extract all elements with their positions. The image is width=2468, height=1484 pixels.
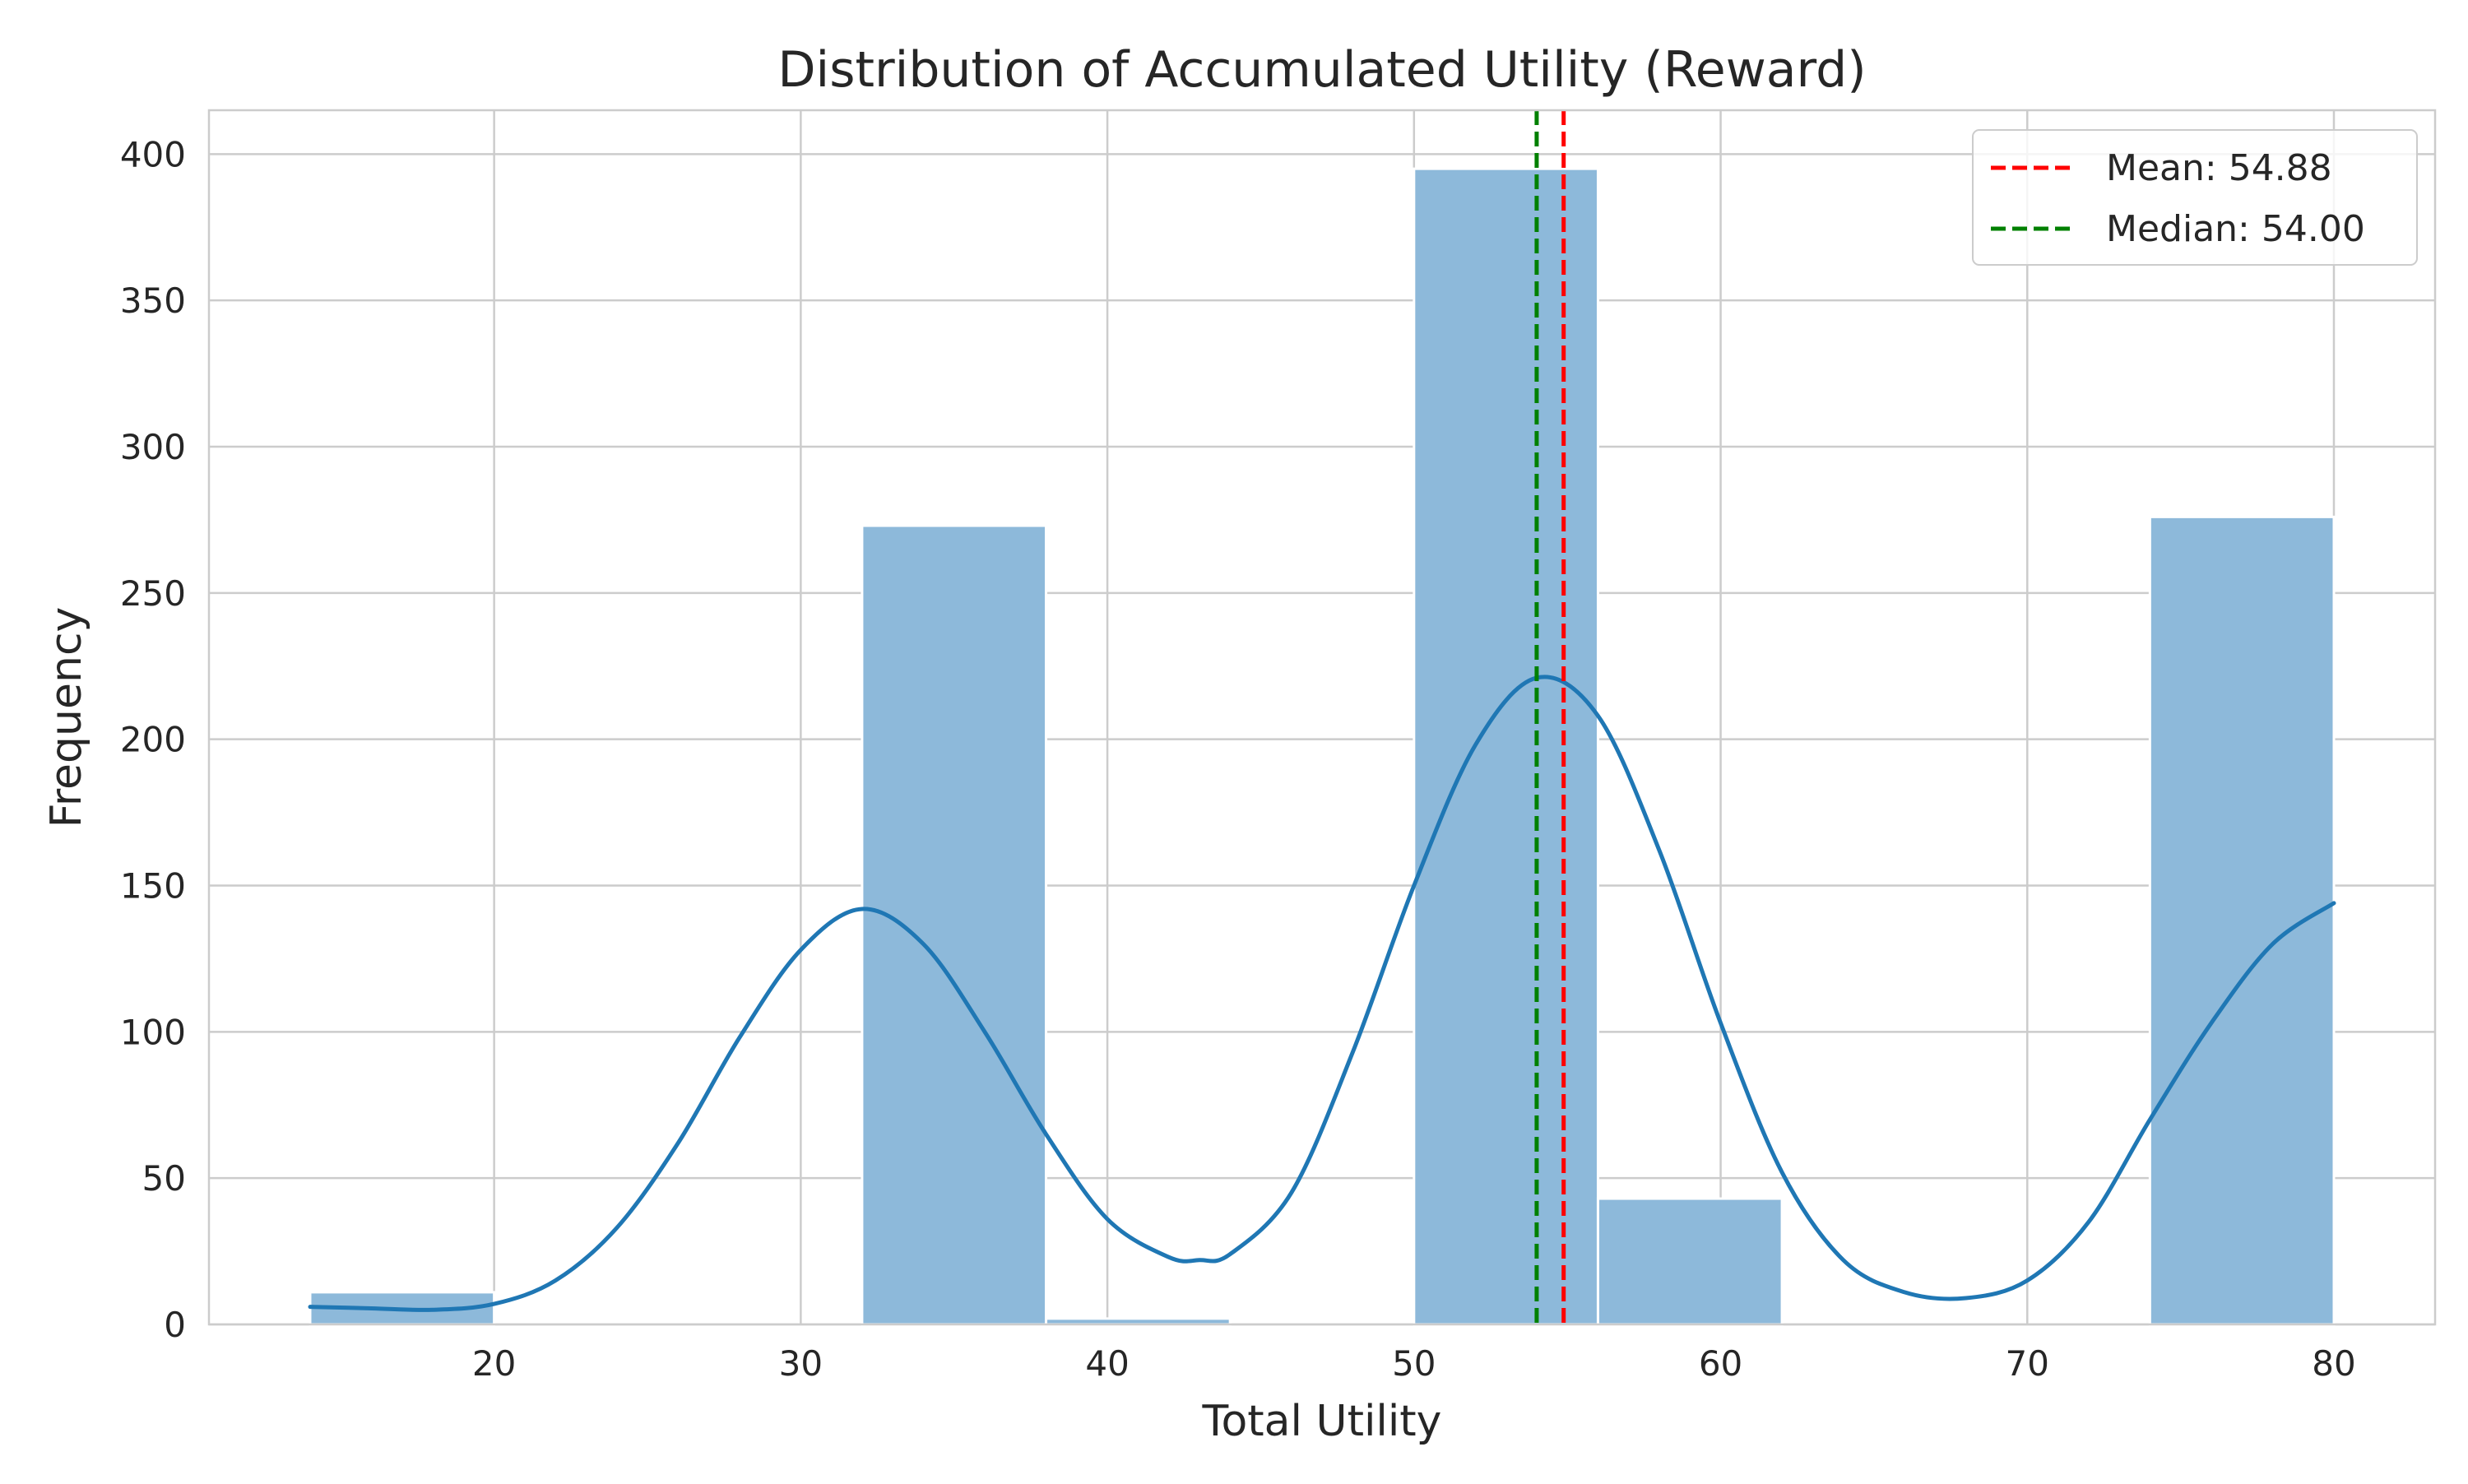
chart-title: Distribution of Accumulated Utility (Rew…	[777, 41, 1866, 99]
reference-lines	[1534, 110, 1566, 1324]
legend: Mean: 54.88 Median: 54.00	[1972, 129, 2418, 266]
histogram-bar	[1596, 1197, 1784, 1326]
y-tick-labels: 0 50 100 150 200 250 300 350 400	[120, 134, 186, 1345]
y-tick-label: 200	[120, 720, 186, 760]
y-tick-label: 150	[120, 866, 186, 907]
x-tick-label: 30	[779, 1343, 823, 1384]
plot-frame	[207, 109, 2437, 1326]
y-tick-label: 0	[164, 1305, 186, 1345]
x-tick-label: 40	[1085, 1343, 1129, 1384]
histogram-bars	[308, 167, 2336, 1326]
kde-curve	[308, 675, 2336, 1312]
plot-background	[209, 110, 2435, 1324]
y-axis-title: Frequency	[42, 607, 91, 828]
legend-label: Median: 54.00	[2106, 208, 2365, 250]
kde-curve-layer	[308, 675, 2336, 1312]
legend-label: Mean: 54.88	[2106, 147, 2332, 189]
x-tick-label: 50	[1392, 1343, 1436, 1384]
x-tick-label: 80	[2312, 1343, 2355, 1384]
histogram-bar	[861, 524, 1048, 1326]
legend-box	[1972, 129, 2418, 266]
x-tick-label: 60	[1699, 1343, 1742, 1384]
y-tick-label: 100	[120, 1012, 186, 1052]
x-axis-title: Total Utility	[1202, 1397, 1442, 1446]
y-tick-label: 50	[142, 1158, 186, 1199]
y-tick-label: 250	[120, 573, 186, 614]
histogram-bar	[1413, 167, 1599, 1326]
y-tick-label: 300	[120, 427, 186, 467]
y-tick-label: 350	[120, 281, 186, 321]
x-tick-labels: 20 30 40 50 60 70 80	[472, 1343, 2356, 1384]
x-tick-label: 20	[472, 1343, 516, 1384]
x-tick-label: 70	[2006, 1343, 2049, 1384]
y-tick-label: 400	[120, 134, 186, 174]
